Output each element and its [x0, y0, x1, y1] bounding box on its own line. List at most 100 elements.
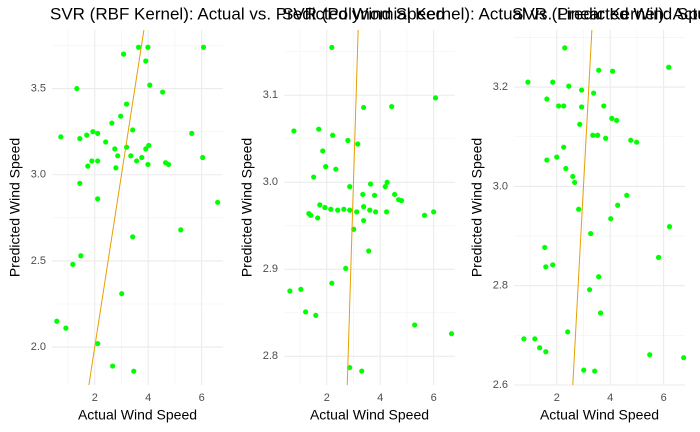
point — [333, 166, 339, 172]
y-tick-label: 2.5 — [31, 255, 46, 267]
point — [110, 363, 116, 369]
point — [366, 248, 372, 254]
point — [563, 165, 569, 172]
point — [328, 206, 334, 212]
point — [74, 85, 80, 92]
point — [134, 158, 140, 164]
point — [396, 197, 402, 203]
point — [596, 274, 602, 280]
point — [329, 280, 335, 286]
point — [361, 104, 367, 111]
y-tick-label: 3.0 — [263, 176, 278, 188]
y-tick-label: 2.8 — [493, 280, 508, 292]
point — [145, 161, 151, 168]
point — [543, 264, 549, 270]
point — [78, 253, 84, 259]
point — [609, 115, 615, 121]
point — [384, 179, 390, 185]
x-tick-label: 6 — [661, 392, 667, 404]
point — [592, 368, 598, 374]
point — [189, 130, 195, 136]
point — [90, 129, 96, 135]
reference-line — [88, 30, 145, 385]
point — [77, 135, 83, 142]
point — [109, 120, 115, 126]
point — [63, 325, 69, 331]
point — [384, 209, 390, 215]
point — [95, 341, 101, 347]
point — [121, 51, 127, 57]
point — [200, 44, 207, 50]
point — [666, 64, 672, 70]
point — [355, 141, 361, 147]
point — [130, 234, 136, 240]
point — [147, 82, 153, 88]
point — [143, 146, 149, 152]
point — [95, 158, 101, 164]
point — [681, 355, 687, 361]
point — [89, 158, 95, 164]
point — [135, 44, 142, 50]
point — [596, 67, 602, 73]
point — [367, 207, 373, 213]
point — [329, 44, 335, 51]
point — [561, 144, 567, 150]
point — [123, 144, 130, 150]
point — [666, 224, 673, 230]
point — [128, 153, 134, 159]
point — [200, 154, 206, 161]
point — [572, 179, 578, 186]
point — [554, 154, 560, 160]
point — [112, 146, 118, 152]
point — [609, 68, 616, 74]
point — [597, 310, 604, 316]
point — [576, 206, 582, 212]
point — [347, 364, 353, 371]
point — [130, 127, 136, 133]
y-tick-label: 3.5 — [31, 82, 46, 94]
point — [591, 90, 597, 96]
point — [361, 204, 367, 210]
point — [550, 262, 556, 268]
y-tick-label: 2.9 — [263, 263, 278, 275]
x-axis-title: Actual Wind Speed — [78, 407, 197, 423]
point — [95, 130, 101, 136]
chart-title: SVR (RBF Kernel): Actual vs. Predicted W… — [50, 4, 445, 23]
point — [601, 103, 607, 109]
point — [146, 142, 152, 149]
point — [367, 181, 374, 187]
point — [588, 230, 594, 237]
y-tick-label: 3.2 — [493, 81, 508, 93]
point — [315, 215, 321, 221]
point — [84, 132, 90, 138]
y-axis-title: Predicted Wind Speed — [469, 138, 485, 277]
x-tick-label: 2 — [324, 392, 330, 404]
point — [373, 209, 379, 215]
point — [537, 345, 543, 351]
point — [521, 336, 527, 342]
point — [335, 207, 341, 213]
point — [85, 163, 91, 169]
x-tick-label: 6 — [199, 392, 205, 404]
point — [113, 165, 119, 171]
point — [119, 291, 125, 297]
point — [143, 58, 149, 64]
point — [165, 161, 172, 168]
point — [103, 139, 109, 145]
point — [145, 44, 151, 50]
point — [317, 202, 323, 208]
y-tick-label: 3.0 — [31, 169, 46, 181]
point — [178, 227, 184, 233]
point — [54, 318, 60, 324]
point — [316, 126, 322, 132]
point — [634, 139, 640, 145]
point — [581, 367, 587, 373]
x-axis-title: Actual Wind Speed — [540, 407, 659, 423]
x-tick-label: 6 — [431, 392, 437, 404]
point — [298, 286, 304, 292]
point — [431, 209, 437, 215]
point — [628, 137, 634, 143]
